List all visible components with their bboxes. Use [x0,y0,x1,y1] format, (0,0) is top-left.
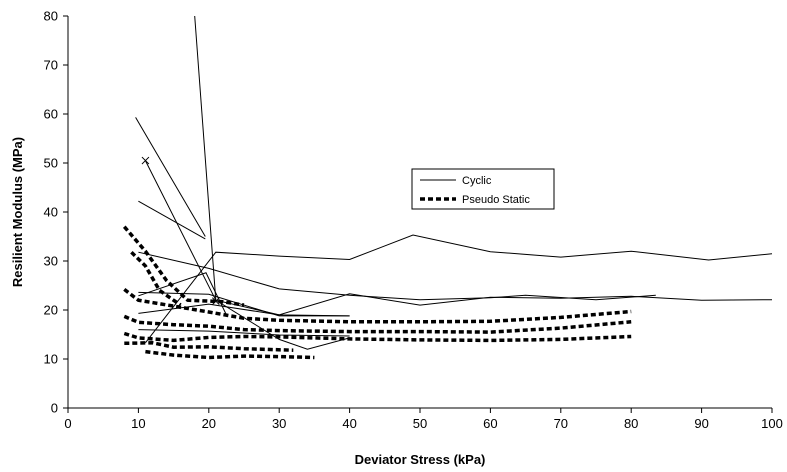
pseudo-static-series-11 [130,250,182,307]
cyclic-series-1 [138,200,206,240]
x-tick-label: 90 [694,416,708,431]
pseudo-static-series-13 [123,314,632,334]
x-axis-title: Deviator Stress (kPa) [355,452,486,467]
pseudo-static-series-10 [122,225,245,307]
ticks-layer: 0 10 20 30 40 50 60 70 80 90 100 0 10 20 30 40 50 60 70 80 [44,9,783,432]
x-tick-label: 40 [342,416,356,431]
x-point-marker [211,297,220,306]
x-tick-label: 70 [554,416,568,431]
y-tick-label: 10 [44,352,58,367]
y-tick-label: 70 [44,58,58,73]
x-tick-label: 50 [413,416,427,431]
legend: Cyclic Pseudo Static [411,168,555,210]
x-tick-label: 0 [64,416,71,431]
x-tick-label: 30 [272,416,286,431]
x-point-marker [141,156,150,165]
legend-box [411,168,555,210]
series-layer [122,15,773,360]
cyclic-series-3 [144,160,350,350]
legend-label-pseudo-static: Pseudo Static [462,194,530,206]
cyclic-series-5 [138,251,656,301]
y-tick-label: 20 [44,303,58,318]
cyclic-series-2 [135,117,206,237]
axes-layer [67,16,772,409]
cyclic-series-8 [138,303,350,317]
x-tick-label: 100 [761,416,783,431]
pseudo-static-series-15 [124,341,294,352]
y-tick-label: 80 [44,9,58,24]
legend-label-cyclic: Cyclic [462,175,492,187]
cyclic-series-0 [194,15,773,316]
pseudo-static-series-12 [123,288,632,324]
x-tick-label: 10 [131,416,145,431]
y-tick-label: 60 [44,107,58,122]
cyclic-series-4 [145,234,773,344]
y-axis-title: Resilient Modulus (MPa) [10,137,25,287]
pseudo-static-series-14 [123,331,632,343]
y-tick-label: 0 [51,401,58,416]
y-tick-label: 40 [44,205,58,220]
x-tick-label: 80 [624,416,638,431]
x-tick-label: 20 [202,416,216,431]
y-tick-label: 30 [44,254,58,269]
pseudo-static-series-16 [145,349,315,360]
x-tick-label: 60 [483,416,497,431]
y-tick-label: 50 [44,156,58,171]
cyclic-series-9 [138,329,350,337]
